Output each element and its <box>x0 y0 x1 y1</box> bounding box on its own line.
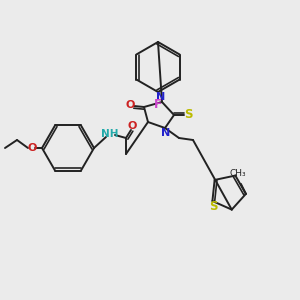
Text: NH: NH <box>101 129 119 139</box>
Text: F: F <box>154 98 162 112</box>
Text: S: S <box>209 200 218 214</box>
Text: N: N <box>156 92 166 102</box>
Text: O: O <box>127 121 137 131</box>
Text: N: N <box>161 128 171 138</box>
Text: O: O <box>27 143 37 153</box>
Text: CH₃: CH₃ <box>230 169 246 178</box>
Text: O: O <box>125 100 135 110</box>
Text: S: S <box>184 109 192 122</box>
